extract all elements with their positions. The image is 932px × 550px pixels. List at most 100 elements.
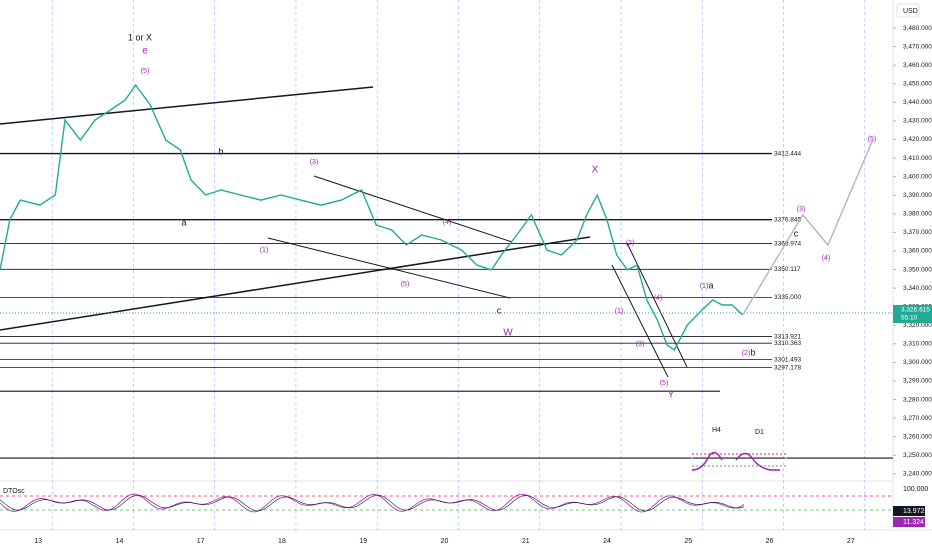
level-label: 3412.444 — [774, 150, 801, 157]
wave-label: (4) — [443, 219, 452, 226]
y-tick-label: 3,390.000 — [903, 192, 932, 199]
inset-label: D1 — [755, 429, 764, 436]
level-label: 3310.363 — [774, 340, 801, 347]
x-tick-label: 17 — [197, 538, 205, 545]
osc-k — [0, 493, 745, 513]
price-line — [742, 139, 874, 316]
y-tick-label: 3,310.000 — [903, 341, 932, 348]
osc-name: DTOsc — [3, 488, 25, 495]
wave-label: (3) — [310, 159, 319, 166]
osc-k-label: 13.972 — [903, 508, 925, 515]
osc-k-box — [893, 506, 925, 516]
osc-d-box — [893, 517, 925, 527]
channel-line — [313, 175, 513, 243]
x-tick-label: 20 — [441, 538, 449, 545]
wave-label: (1) — [615, 308, 624, 315]
y-tick-label: 3,460.000 — [903, 62, 932, 69]
level-label: 3363.974 — [774, 240, 801, 247]
wave-label: (1) — [700, 283, 709, 290]
y-tick-label: 3,360.000 — [903, 248, 932, 255]
y-tick-label: 3,440.000 — [903, 99, 932, 106]
y-tick-label: 3,340.000 — [903, 285, 932, 292]
y-tick-label: 3,250.000 — [903, 452, 932, 459]
wave-label: X — [592, 165, 599, 176]
x-tick-label: 25 — [684, 538, 692, 545]
y-tick-label: 3,450.000 — [903, 80, 932, 87]
level-label: 3313.921 — [774, 333, 801, 340]
x-tick-label: 18 — [278, 538, 286, 545]
last-price-box — [893, 304, 932, 323]
last-price-label: 3,326.615 — [901, 307, 930, 314]
y-tick-label: 3,270.000 — [903, 415, 932, 422]
x-tick-label: 27 — [847, 538, 855, 545]
x-tick-label: 14 — [116, 538, 124, 545]
osc-d — [0, 494, 745, 512]
y-tick-label: 3,400.000 — [903, 173, 932, 180]
inset: H4 D1 — [691, 427, 787, 473]
wave-label: (3) — [636, 341, 645, 348]
x-tick-label: 26 — [766, 538, 774, 545]
oscillator: DTOsc 100.000 13.972 11.324 — [0, 486, 928, 527]
y-tick-label: 3,240.000 — [903, 471, 932, 478]
wave-label: W — [503, 328, 513, 339]
plot — [0, 83, 874, 352]
wave-label: (1) — [260, 247, 269, 254]
y-tick-label: 3,260.000 — [903, 433, 932, 440]
currency: USD — [903, 8, 918, 15]
countdown: 55:10 — [901, 315, 918, 322]
wave-label: (3) — [797, 206, 806, 213]
wave-label: (5) — [660, 380, 669, 387]
wave-label: (2) — [742, 350, 751, 357]
wave-label: 1 or X — [128, 32, 152, 42]
wave-label: (5) — [868, 136, 877, 143]
wave-label: (5) — [141, 68, 150, 75]
level-label: 3297.178 — [774, 364, 801, 371]
y-tick-label: 3,370.000 — [903, 229, 932, 236]
level-label: 3335.000 — [774, 294, 801, 301]
y-tick-label: 3,280.000 — [903, 396, 932, 403]
wave-label: (4) — [822, 255, 831, 262]
currency-box — [896, 3, 920, 18]
y-tick-label: 3,320.000 — [903, 322, 932, 329]
wave-label: a — [181, 217, 186, 227]
y-tick-label: 3,470.000 — [903, 43, 932, 50]
price-line — [0, 83, 744, 352]
inset-label: H4 — [712, 427, 721, 434]
x-tick-label: 24 — [603, 538, 611, 545]
wave-label: a — [708, 280, 713, 290]
y-tick-label: 3,300.000 — [903, 359, 932, 366]
osc-d-label: 11.324 — [903, 519, 924, 526]
wave-label: c — [497, 305, 502, 315]
channel-line — [267, 237, 511, 299]
level-label: 3301.493 — [774, 356, 801, 363]
trendline — [0, 86, 374, 125]
wave-label: b — [218, 146, 223, 156]
channel-line — [611, 264, 669, 378]
y-tick-label: 3,420.000 — [903, 136, 932, 143]
trendline — [0, 236, 591, 331]
annotations: 1 or X e (5) a b (1) (3) (5) (4) c W X (2) (1) (4) (3) (… — [128, 32, 876, 400]
x-tick-label: 21 — [522, 538, 530, 545]
wave-label: e — [142, 46, 148, 57]
x-tick-label: 19 — [359, 538, 367, 545]
x-tick-label: 13 — [34, 538, 42, 545]
osc-upper-label: 100.000 — [903, 486, 928, 493]
y-tick-label: 3,380.000 — [903, 211, 932, 218]
y-tick-label: 3,480.000 — [903, 25, 932, 32]
wave-label: b — [750, 347, 755, 357]
inset-frame — [691, 449, 787, 473]
y-tick-label: 3,290.000 — [903, 378, 932, 385]
wave-label: (2) — [626, 240, 635, 247]
wave-label: Y — [668, 390, 675, 401]
wave-label: (5) — [401, 281, 410, 288]
wave-label: c — [794, 228, 799, 238]
y-tick-label: 3,430.000 — [903, 118, 932, 125]
inset-curve — [691, 451, 780, 471]
level-label: 3350.117 — [774, 266, 801, 273]
level-label: 3376.845 — [774, 216, 801, 223]
y-tick-label: 3,350.000 — [903, 266, 932, 273]
y-tick-label: 3,410.000 — [903, 155, 932, 162]
